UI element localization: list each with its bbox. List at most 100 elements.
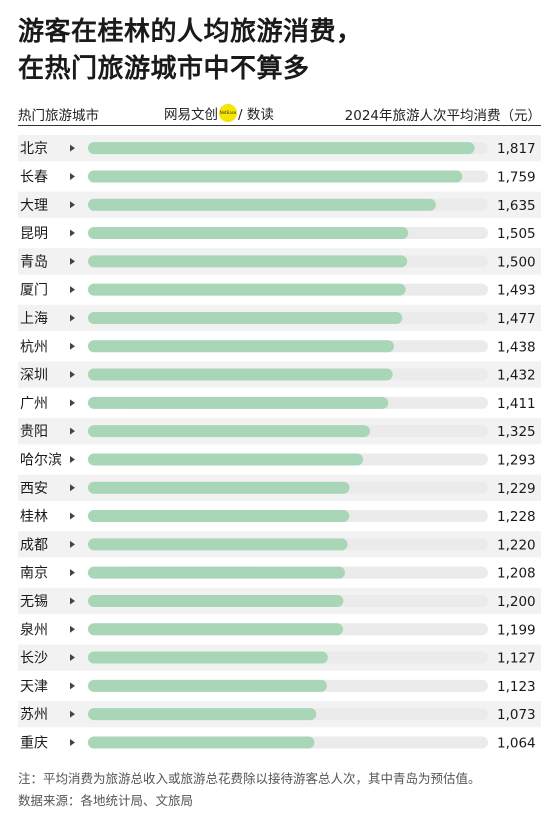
- category-label: 杭州: [20, 339, 48, 355]
- header-divider: [18, 125, 541, 126]
- title-line-2: 在热门旅游城市中不算多: [18, 54, 310, 84]
- bar: [88, 736, 315, 749]
- value-label: 1,493: [497, 283, 536, 299]
- category-label: 昆明: [20, 226, 48, 242]
- title-line-1: 游客在桂林的人均旅游消费，: [18, 17, 363, 47]
- value-label: 1,635: [497, 198, 536, 214]
- category-label: 桂林: [20, 509, 48, 525]
- bar: [88, 283, 406, 296]
- expand-arrow-icon[interactable]: [70, 314, 75, 322]
- category-label: 南京: [20, 566, 48, 582]
- value-label: 1,477: [497, 311, 536, 327]
- expand-arrow-icon[interactable]: [70, 512, 75, 520]
- category-label: 广州: [20, 396, 48, 412]
- column-header-city: 热门旅游城市: [18, 108, 99, 124]
- chart-title: 游客在桂林的人均旅游消费， 在热门旅游城市中不算多: [18, 14, 543, 88]
- value-label: 1,064: [497, 735, 536, 751]
- bar: [88, 708, 317, 721]
- bar: [88, 510, 350, 523]
- bar: [88, 425, 370, 438]
- category-label: 厦门: [20, 283, 48, 299]
- value-label: 1,220: [497, 537, 536, 553]
- bar: [88, 481, 350, 494]
- category-label: 天津: [20, 679, 48, 695]
- value-label: 1,500: [497, 254, 536, 270]
- value-label: 1,438: [497, 339, 536, 355]
- expand-arrow-icon[interactable]: [70, 738, 75, 746]
- expand-arrow-icon[interactable]: [70, 427, 75, 435]
- bar: [88, 566, 346, 579]
- expand-arrow-icon[interactable]: [70, 625, 75, 633]
- category-label: 重庆: [20, 735, 48, 751]
- bar-chart: 北京 1,817 长春 1,759 大理 1,635 昆明 1,505 青岛 1,500 厦门 1,4…: [18, 135, 541, 751]
- value-label: 1,411: [497, 396, 536, 412]
- category-label: 苏州: [20, 707, 48, 723]
- expand-arrow-icon[interactable]: [70, 455, 75, 463]
- bar: [88, 651, 328, 664]
- bar: [88, 311, 403, 324]
- brand-name: 网易文创: [164, 107, 218, 123]
- category-label: 贵阳: [20, 424, 48, 440]
- category-label: 大理: [20, 198, 48, 214]
- expand-arrow-icon[interactable]: [70, 371, 75, 379]
- expand-arrow-icon[interactable]: [70, 484, 75, 492]
- value-label: 1,123: [497, 679, 536, 695]
- expand-arrow-icon[interactable]: [70, 257, 75, 265]
- value-label: 1,759: [497, 169, 536, 185]
- category-label: 上海: [20, 311, 48, 327]
- brand-suffix: / 数读: [238, 107, 274, 123]
- bar: [88, 227, 409, 240]
- bar: [88, 396, 389, 409]
- category-label: 深圳: [20, 368, 48, 384]
- value-label: 1,073: [497, 707, 536, 723]
- value-label: 1,228: [497, 509, 536, 525]
- column-header-value: 2024年旅游人次平均消费（元）: [344, 108, 541, 124]
- value-label: 1,229: [497, 481, 536, 497]
- bar: [88, 368, 393, 381]
- expand-arrow-icon[interactable]: [70, 229, 75, 237]
- expand-arrow-icon[interactable]: [70, 201, 75, 209]
- expand-arrow-icon[interactable]: [70, 597, 75, 605]
- bar: [88, 538, 348, 551]
- expand-arrow-icon[interactable]: [70, 710, 75, 718]
- category-label: 泉州: [20, 621, 48, 638]
- category-label: 西安: [20, 481, 48, 497]
- bar: [88, 453, 364, 466]
- bar: [88, 594, 344, 607]
- expand-arrow-icon[interactable]: [70, 399, 75, 407]
- bar: [88, 255, 408, 268]
- value-label: 1,208: [497, 566, 536, 582]
- value-label: 1,325: [497, 424, 536, 440]
- category-label: 哈尔滨: [20, 452, 62, 468]
- bar: [88, 170, 463, 183]
- brand-logo: 网易文创 NetEase / 数读: [164, 103, 274, 123]
- expand-arrow-icon[interactable]: [70, 172, 75, 180]
- bar: [88, 623, 344, 636]
- value-label: 1,199: [497, 622, 536, 638]
- category-label: 长沙: [20, 651, 48, 667]
- expand-arrow-icon[interactable]: [70, 342, 75, 350]
- category-label: 成都: [20, 537, 48, 553]
- value-label: 1,200: [497, 594, 536, 610]
- bar: [88, 679, 327, 692]
- expand-arrow-icon[interactable]: [70, 654, 75, 662]
- data-source: 数据来源：各地统计局、文旅局: [18, 793, 194, 808]
- category-label: 青岛: [20, 254, 48, 270]
- brand-dot-icon: NetEase: [219, 104, 237, 122]
- bar: [88, 340, 394, 353]
- value-label: 1,505: [497, 226, 536, 242]
- expand-arrow-icon[interactable]: [70, 286, 75, 294]
- value-label: 1,293: [497, 452, 536, 468]
- value-label: 1,817: [497, 141, 536, 157]
- category-label: 北京: [20, 141, 48, 157]
- category-label: 无锡: [20, 594, 48, 610]
- expand-arrow-icon[interactable]: [70, 144, 75, 152]
- value-label: 1,127: [497, 651, 536, 667]
- expand-arrow-icon[interactable]: [70, 540, 75, 548]
- expand-arrow-icon[interactable]: [70, 682, 75, 690]
- footnote: 注：平均消费为旅游总收入或旅游总花费除以接待游客总人次，其中青岛为预估值。: [18, 771, 481, 786]
- bar: [88, 198, 436, 211]
- expand-arrow-icon[interactable]: [70, 569, 75, 577]
- bar: [88, 142, 475, 155]
- category-label: 长春: [20, 169, 48, 185]
